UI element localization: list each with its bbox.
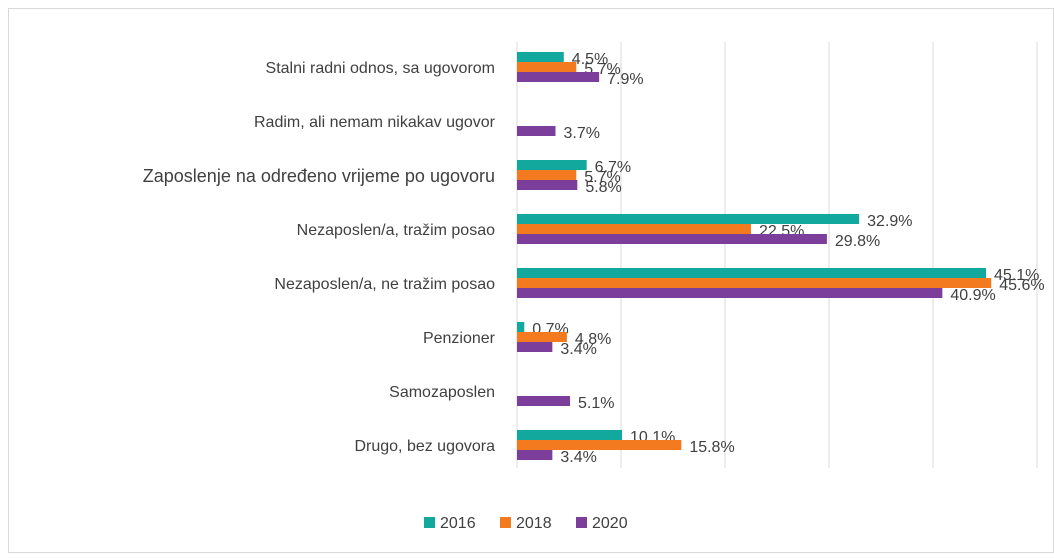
category-label: Stalni radni odnos, sa ugovorom bbox=[266, 60, 495, 77]
bar bbox=[517, 396, 571, 406]
data-label: 45.6% bbox=[999, 277, 1044, 294]
data-label: 3.7% bbox=[563, 125, 599, 142]
category-label: Zaposlenje na određeno vrijeme po ugovor… bbox=[143, 166, 495, 186]
data-label: 6.7% bbox=[595, 159, 631, 176]
data-label: 5.7% bbox=[584, 169, 620, 186]
bar bbox=[517, 160, 587, 170]
legend-label: 2020 bbox=[592, 515, 628, 532]
bar bbox=[517, 440, 682, 450]
category-label: Radim, ali nemam nikakav ugovor bbox=[254, 114, 496, 131]
data-label: 5.8% bbox=[585, 179, 621, 196]
legend-swatch bbox=[576, 517, 587, 528]
data-label: 29.8% bbox=[835, 233, 880, 250]
bar bbox=[517, 450, 553, 460]
bar bbox=[517, 268, 987, 278]
bar bbox=[517, 278, 992, 288]
data-label: 40.9% bbox=[950, 287, 995, 304]
data-label: 3.4% bbox=[560, 341, 596, 358]
bar bbox=[517, 430, 623, 440]
category-label: Drugo, bez ugovora bbox=[354, 438, 495, 455]
bar bbox=[517, 72, 600, 82]
category-label: Nezaposlen/a, tražim posao bbox=[297, 222, 495, 239]
bar bbox=[517, 180, 578, 190]
data-label: 7.9% bbox=[607, 71, 643, 88]
bar bbox=[517, 52, 564, 62]
data-label: 3.4% bbox=[560, 449, 596, 466]
bar bbox=[517, 234, 827, 244]
bar bbox=[517, 126, 556, 136]
bar bbox=[517, 170, 577, 180]
data-label: 4.8% bbox=[575, 331, 611, 348]
category-label: Penzioner bbox=[423, 330, 496, 347]
bar bbox=[517, 224, 751, 234]
legend-label: 2016 bbox=[440, 515, 476, 532]
category-label: Nezaposlen/a, ne tražim posao bbox=[274, 276, 495, 293]
bar bbox=[517, 322, 525, 332]
data-label: 45.1% bbox=[994, 267, 1039, 284]
data-label: 4.5% bbox=[572, 51, 608, 68]
category-label: Samozaposlen bbox=[389, 384, 495, 401]
data-label: 15.8% bbox=[689, 439, 734, 456]
bar bbox=[517, 288, 943, 298]
data-label: 32.9% bbox=[867, 213, 912, 230]
bar bbox=[517, 62, 577, 72]
legend-label: 2018 bbox=[516, 515, 552, 532]
data-label: 5.1% bbox=[578, 395, 614, 412]
bar bbox=[517, 332, 567, 342]
bar bbox=[517, 214, 860, 224]
legend-swatch bbox=[500, 517, 511, 528]
legend-swatch bbox=[424, 517, 435, 528]
bar bbox=[517, 342, 553, 352]
